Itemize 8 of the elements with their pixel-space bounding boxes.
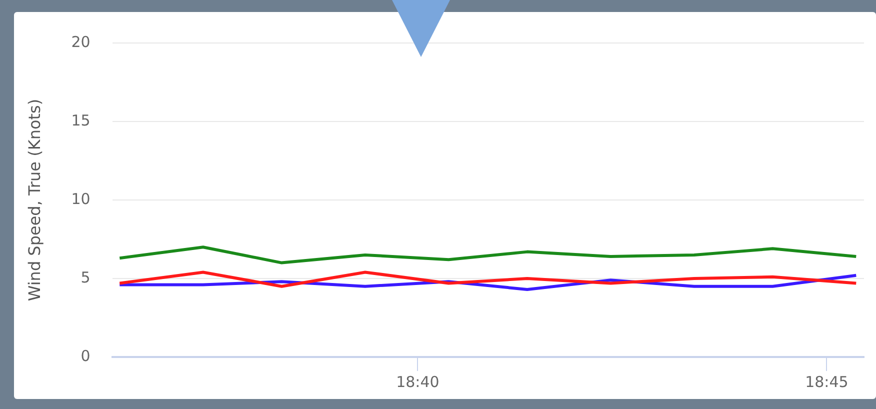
x-tick-label: 18:40 xyxy=(396,372,440,391)
x-tick-label: 18:45 xyxy=(805,372,848,391)
y-tick-label: 0 xyxy=(80,346,90,365)
y-axis-title: Wind Speed, True (Knots) xyxy=(24,98,44,302)
y-tick-label: 5 xyxy=(80,268,90,286)
y-tick-label: 15 xyxy=(71,111,90,130)
y-tick-label: 10 xyxy=(71,190,90,208)
y-tick-label: 20 xyxy=(71,32,90,51)
